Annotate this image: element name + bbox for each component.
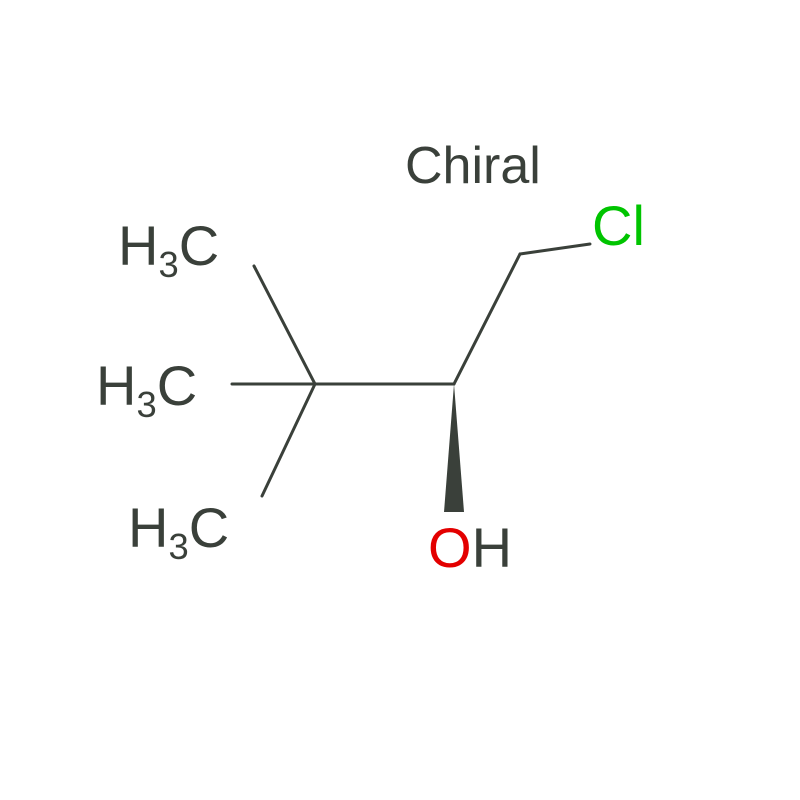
bond-single [262, 384, 315, 496]
atom-label-ch3-a: H3C [118, 218, 219, 274]
bond-single [254, 266, 315, 384]
bond-single [520, 244, 590, 254]
molecule-stage: Chiral Cl H3C H3C H3C OH [0, 0, 800, 800]
atom-label-ch3-c: H3C [128, 500, 229, 556]
bond-wedge [444, 384, 464, 512]
bond-single [454, 254, 520, 384]
chiral-annotation: Chiral [405, 140, 541, 192]
atom-label-oh: OH [428, 520, 512, 576]
atom-label-cl: Cl [592, 198, 645, 254]
atom-label-ch3-b: H3C [96, 358, 197, 414]
